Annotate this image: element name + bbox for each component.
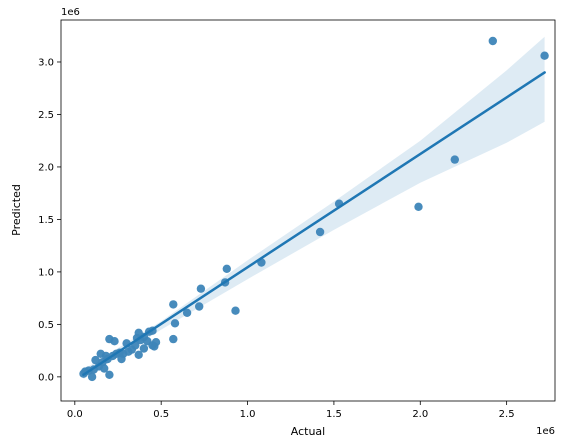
data-point-50 [488, 36, 497, 46]
y-offset-label: 1e6 [61, 7, 80, 18]
y-tick-label-1: 0.5 [38, 320, 54, 331]
x-axis: 0.0 0.5 1.0 1.5 2.0 2.5 [67, 401, 515, 420]
x-axis-label: Actual [291, 425, 325, 438]
data-point-39 [182, 308, 192, 317]
data-point-46 [315, 227, 325, 237]
data-point-44 [231, 306, 240, 315]
data-point-36 [169, 300, 178, 309]
y-tick-label-4: 2.0 [38, 162, 54, 173]
data-point-15 [110, 337, 119, 346]
regression-line [82, 71, 546, 377]
data-point-49 [450, 155, 459, 164]
data-point-35 [151, 338, 161, 347]
data-point-13 [105, 370, 114, 379]
x-offset-label: 1e6 [536, 426, 555, 437]
y-tick-label-2: 1.0 [38, 267, 54, 278]
y-tick-label-3: 1.5 [38, 215, 54, 226]
x-tick-label-4: 2.0 [412, 409, 428, 420]
y-tick-label-0: 0.0 [38, 372, 54, 383]
data-point-9 [100, 364, 109, 373]
y-axis: 0.0 0.5 1.0 1.5 2.0 2.5 3.0 [38, 57, 61, 383]
regression-line-layer [82, 71, 546, 377]
data-point-37 [169, 334, 178, 344]
data-point-3 [87, 372, 97, 382]
y-tick-label-5: 2.5 [38, 110, 54, 121]
data-point-41 [196, 284, 206, 293]
data-point-26 [134, 350, 143, 359]
x-tick-label-1: 0.5 [153, 409, 169, 420]
data-point-5 [91, 355, 100, 365]
data-point-48 [414, 202, 423, 211]
data-point-43 [222, 264, 231, 273]
data-point-38 [170, 319, 180, 328]
y-tick-label-6: 3.0 [38, 57, 54, 68]
x-tick-label-0: 0.0 [67, 409, 83, 420]
x-tick-label-3: 1.5 [326, 409, 342, 420]
data-point-51 [540, 51, 549, 60]
x-tick-label-5: 2.5 [499, 409, 515, 420]
data-point-40 [195, 302, 204, 311]
plot-frame [60, 19, 556, 402]
x-tick-label-2: 1.0 [240, 409, 256, 420]
y-axis-label: Predicted [10, 184, 23, 236]
data-point-29 [139, 344, 149, 353]
